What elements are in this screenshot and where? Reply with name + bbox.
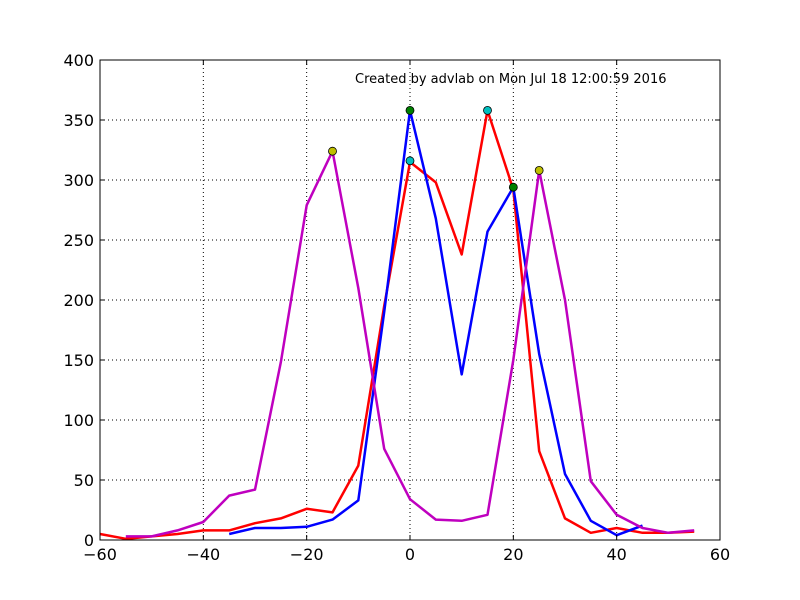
x-tick-label: −60 [83, 545, 117, 564]
marker-layer [328, 106, 544, 192]
series-layer [99, 109, 695, 541]
peak-marker [405, 106, 415, 115]
x-tick-label: −40 [186, 545, 220, 564]
y-tick-label: 250 [63, 231, 94, 250]
y-tick-label: 400 [63, 51, 94, 70]
peak-marker [405, 156, 415, 166]
axis-ticks [99, 59, 721, 541]
peak-marker [328, 146, 337, 156]
y-tick-label: 200 [63, 291, 94, 310]
peak-marker [483, 106, 492, 115]
x-tick-label: −20 [290, 545, 324, 564]
y-tick-label: 300 [63, 171, 94, 190]
axis-tick-labels: −60 −40 −20 0 20 40 60 0 50 100 150 200 250 300 350 400 [63, 51, 730, 564]
peak-marker [508, 182, 518, 192]
grid [100, 60, 720, 540]
x-tick-label: 20 [503, 545, 523, 564]
y-tick-label: 100 [63, 411, 94, 430]
series-line-3 [125, 149, 695, 538]
x-tick-label: 60 [710, 545, 730, 564]
annotation-text: Created by advlab on Mon Jul 18 12:00:59… [355, 72, 667, 87]
x-tick-label: 40 [606, 545, 626, 564]
y-tick-label: 350 [63, 111, 94, 130]
x-tick-label: 0 [405, 545, 415, 564]
peak-marker [534, 165, 544, 175]
series-line-1 [99, 109, 695, 541]
y-tick-label: 150 [63, 351, 94, 370]
series-line-2 [228, 109, 643, 537]
y-tick-label: 0 [84, 531, 94, 550]
y-tick-label: 50 [74, 471, 94, 490]
